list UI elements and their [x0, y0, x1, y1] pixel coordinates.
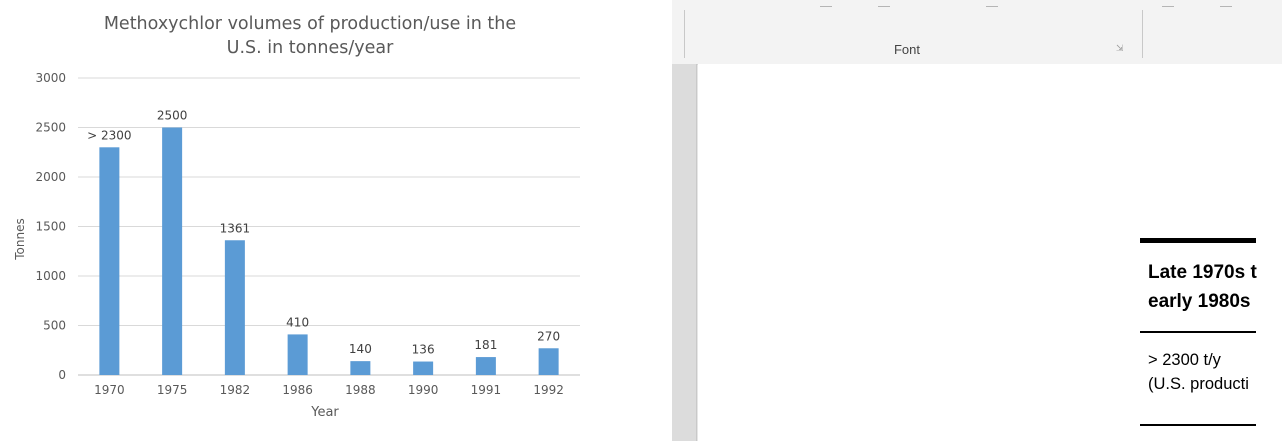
x-tick-label: 1986: [282, 383, 313, 397]
data-label: 181: [474, 338, 497, 352]
y-tick-label: 1500: [35, 220, 66, 234]
bar: [287, 334, 308, 375]
data-label: 140: [349, 342, 372, 356]
bar-chart: 0 500 1000 1500 2000 2500 3000 > 2300 1970 2500 19…: [35, 71, 580, 397]
bar: [162, 127, 183, 375]
table-header-cell[interactable]: Late 1970s t early 1980s: [1148, 262, 1257, 312]
font-dialog-launcher-icon[interactable]: ⇲: [1116, 44, 1124, 54]
ribbon-separator: [1142, 10, 1143, 58]
word-document-window: Font ⇲ Late 1970s t early 1980s > 2300 t…: [672, 0, 1282, 441]
x-tick-label: 1990: [408, 383, 439, 397]
data-label: 136: [412, 343, 435, 357]
data-label: 1361: [220, 221, 251, 235]
y-tick-label: 0: [58, 368, 66, 382]
y-tick-label: 500: [43, 319, 66, 333]
table-top-border: [1140, 238, 1256, 243]
bar: [413, 361, 434, 375]
bar: [224, 240, 245, 375]
data-label: 270: [537, 329, 560, 343]
document-page[interactable]: [698, 64, 1282, 441]
x-tick-label: 1991: [471, 383, 502, 397]
x-axis-title: Year: [311, 405, 339, 420]
ribbon-separator: [684, 10, 685, 58]
x-tick-label: 1970: [94, 383, 125, 397]
y-tick-label: 3000: [35, 71, 66, 85]
font-group-label: Font: [893, 42, 920, 57]
y-tick-label: 2500: [35, 121, 66, 135]
x-tick-label: 1975: [157, 383, 188, 397]
table-header-border: [1140, 331, 1256, 333]
data-label: > 2300: [87, 128, 131, 142]
x-tick-label: 1992: [533, 383, 564, 397]
ribbon: Font ⇲: [672, 0, 1282, 65]
x-tick-label: 1982: [220, 383, 251, 397]
data-label: 410: [286, 315, 309, 329]
y-tick-label: 2000: [35, 170, 66, 184]
chart-title: Methoxychlor volumes of production/use i…: [103, 14, 517, 58]
table-data-cell[interactable]: > 2300 t/y (U.S. producti: [1148, 351, 1249, 393]
y-tick-label: 1000: [35, 269, 66, 283]
vertical-ruler: [672, 64, 697, 441]
chart-panel: 0 500 1000 1500 2000 2500 3000 > 2300 1970 2500 19…: [0, 0, 640, 441]
table-bottom-border: [1140, 424, 1256, 426]
x-tick-label: 1988: [345, 383, 376, 397]
bar: [538, 348, 559, 375]
bar: [350, 361, 371, 375]
bar: [475, 357, 496, 375]
bar: [99, 147, 120, 375]
y-axis-title: Tonnes: [13, 218, 27, 260]
data-label: 2500: [157, 109, 188, 123]
